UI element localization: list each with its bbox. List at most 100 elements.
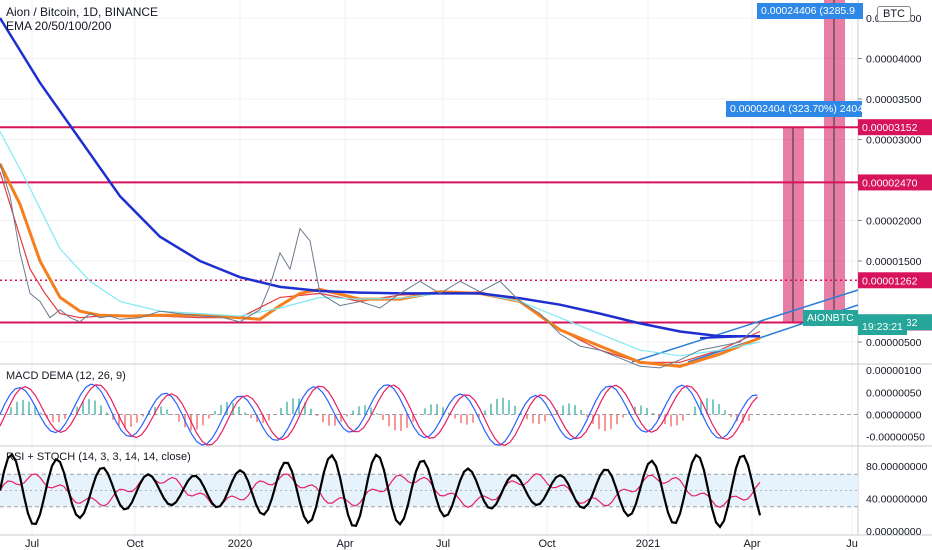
macd-hist-bar — [304, 402, 306, 415]
macd-hist-bar — [424, 408, 426, 415]
macd-hist-bar — [94, 400, 96, 415]
macd-hist-bar — [484, 410, 486, 415]
macd-hist-bar — [166, 409, 168, 415]
macd-hist-bar — [334, 414, 336, 426]
macd-hist-bar — [748, 414, 750, 421]
macd-hist-bar — [724, 410, 726, 415]
countdown-tag: 19:23:21 — [858, 319, 907, 335]
time-tick-label-8: Ju — [846, 538, 858, 550]
macd-hist-bar — [352, 410, 354, 415]
measure-label-upper: 0.00024406 (3285.9 — [757, 3, 863, 19]
rsi-line — [0, 473, 761, 508]
macd-hist-bar — [532, 414, 534, 424]
macd-hist-bar — [652, 412, 654, 415]
series-line-ema-20 — [0, 171, 761, 363]
macd-hist-bar — [358, 406, 360, 415]
currency-button[interactable]: BTC — [877, 6, 911, 22]
level-tag-1: 0.00002470 — [862, 177, 918, 189]
macd-hist-bar — [286, 401, 288, 415]
macd-hist-bar — [370, 407, 372, 415]
macd-hist-bar — [16, 401, 18, 415]
macd-hist-bar — [142, 414, 144, 417]
macd-hist-bar — [496, 398, 498, 415]
macd-hist-bar — [550, 414, 552, 417]
macd-hist-bar — [172, 414, 174, 416]
macd-hist-bar — [376, 412, 378, 415]
macd-hist-bar — [682, 414, 684, 421]
macd-hist-bar — [694, 406, 696, 415]
macd-hist-bar — [508, 400, 510, 415]
macd-hist-bar — [112, 414, 114, 420]
macd-tick-label-3: -0.00000050 — [866, 432, 925, 444]
time-tick-label-3: Apr — [336, 538, 353, 550]
macd-tick-label-0: 0.00000100 — [866, 365, 922, 377]
macd-hist-bar — [178, 414, 180, 422]
level-tag-bg-2 — [858, 272, 932, 289]
price-tick-label-3: 0.00003000 — [866, 135, 922, 147]
macd-hist-bar — [244, 412, 246, 415]
macd-hist-bar — [598, 414, 600, 430]
macd-hist-bar — [340, 414, 342, 423]
rsi-tick-label-2: 0.00000000 — [866, 526, 922, 538]
macd-hist-bar — [364, 405, 366, 415]
macd-hist-bar — [436, 404, 438, 415]
rsi-label: RSI + STOCH (14, 3, 3, 14, 14, close) — [6, 451, 191, 463]
macd-label: MACD DEMA (12, 26, 9) — [6, 370, 126, 382]
measure-label-lower: 0.00002404 (323.70%) 2404 — [726, 101, 862, 117]
macd-hist-bar — [88, 399, 90, 415]
macd-hist-bar — [406, 414, 408, 428]
stoch-line — [0, 452, 762, 529]
macd-hist-bar — [580, 409, 582, 415]
macd-hist-bar — [196, 414, 198, 430]
macd-hist-bar — [250, 414, 252, 419]
macd-hist-bar — [448, 412, 450, 415]
macd-hist-bar — [76, 406, 78, 415]
macd-hist-bar — [280, 407, 282, 415]
time-tick-label-7: Apr — [743, 538, 760, 550]
rsi-tick-label-1: 40.00000000 — [866, 494, 927, 506]
macd-hist-bar — [154, 406, 156, 415]
macd-hist-bar — [520, 412, 522, 415]
trendline-upper — [631, 289, 859, 363]
price-tick-label-2: 0.00003500 — [866, 94, 922, 106]
macd-hist-bar — [238, 406, 240, 415]
macd-hist-bar — [412, 414, 414, 422]
macd-hist-bar — [388, 414, 390, 427]
macd-hist-bar — [40, 412, 42, 415]
macd-hist-bar — [64, 414, 66, 419]
series-line-ema-200 — [0, 17, 760, 338]
macd-hist-bar — [718, 403, 720, 415]
macd-hist-bar — [670, 414, 672, 427]
macd-hist-bar — [28, 401, 30, 415]
macd-hist-bar — [730, 414, 732, 417]
macd-hist-bar — [472, 414, 474, 423]
macd-hist-bar — [634, 406, 636, 415]
macd-hist-bar — [310, 408, 312, 415]
time-tick-label-2: 2020 — [228, 538, 252, 550]
time-tick-label-5: Oct — [538, 538, 555, 550]
level-tag-2: 0.00001262 — [862, 275, 918, 287]
macd-hist-bar — [454, 414, 456, 419]
macd-hist-bar — [574, 405, 576, 415]
macd-hist-bar — [640, 405, 642, 415]
macd-hist-bar — [544, 414, 546, 422]
macd-hist-bar — [256, 414, 258, 423]
level-tag-bg-1 — [858, 174, 932, 191]
macd-hist-bar — [490, 403, 492, 415]
macd-hist-bar — [268, 414, 270, 421]
macd-hist-bar — [526, 414, 528, 420]
time-tick-label-6: 2021 — [636, 538, 660, 550]
macd-hist-bar — [478, 414, 480, 418]
time-tick-label-4: Jul — [436, 538, 450, 550]
macd-hist-bar — [220, 405, 222, 415]
macd-hist-bar — [136, 414, 138, 423]
macd-hist-bar — [676, 414, 678, 426]
macd-hist-bar — [538, 414, 540, 425]
series-line-ema-50 — [0, 163, 761, 368]
macd-hist-bar — [208, 414, 210, 419]
macd-hist-bar — [124, 414, 126, 428]
macd-hist-bar — [214, 411, 216, 415]
macd-hist-bar — [616, 414, 618, 425]
macd-hist-bar — [226, 402, 228, 415]
macd-hist-bar — [688, 413, 690, 415]
